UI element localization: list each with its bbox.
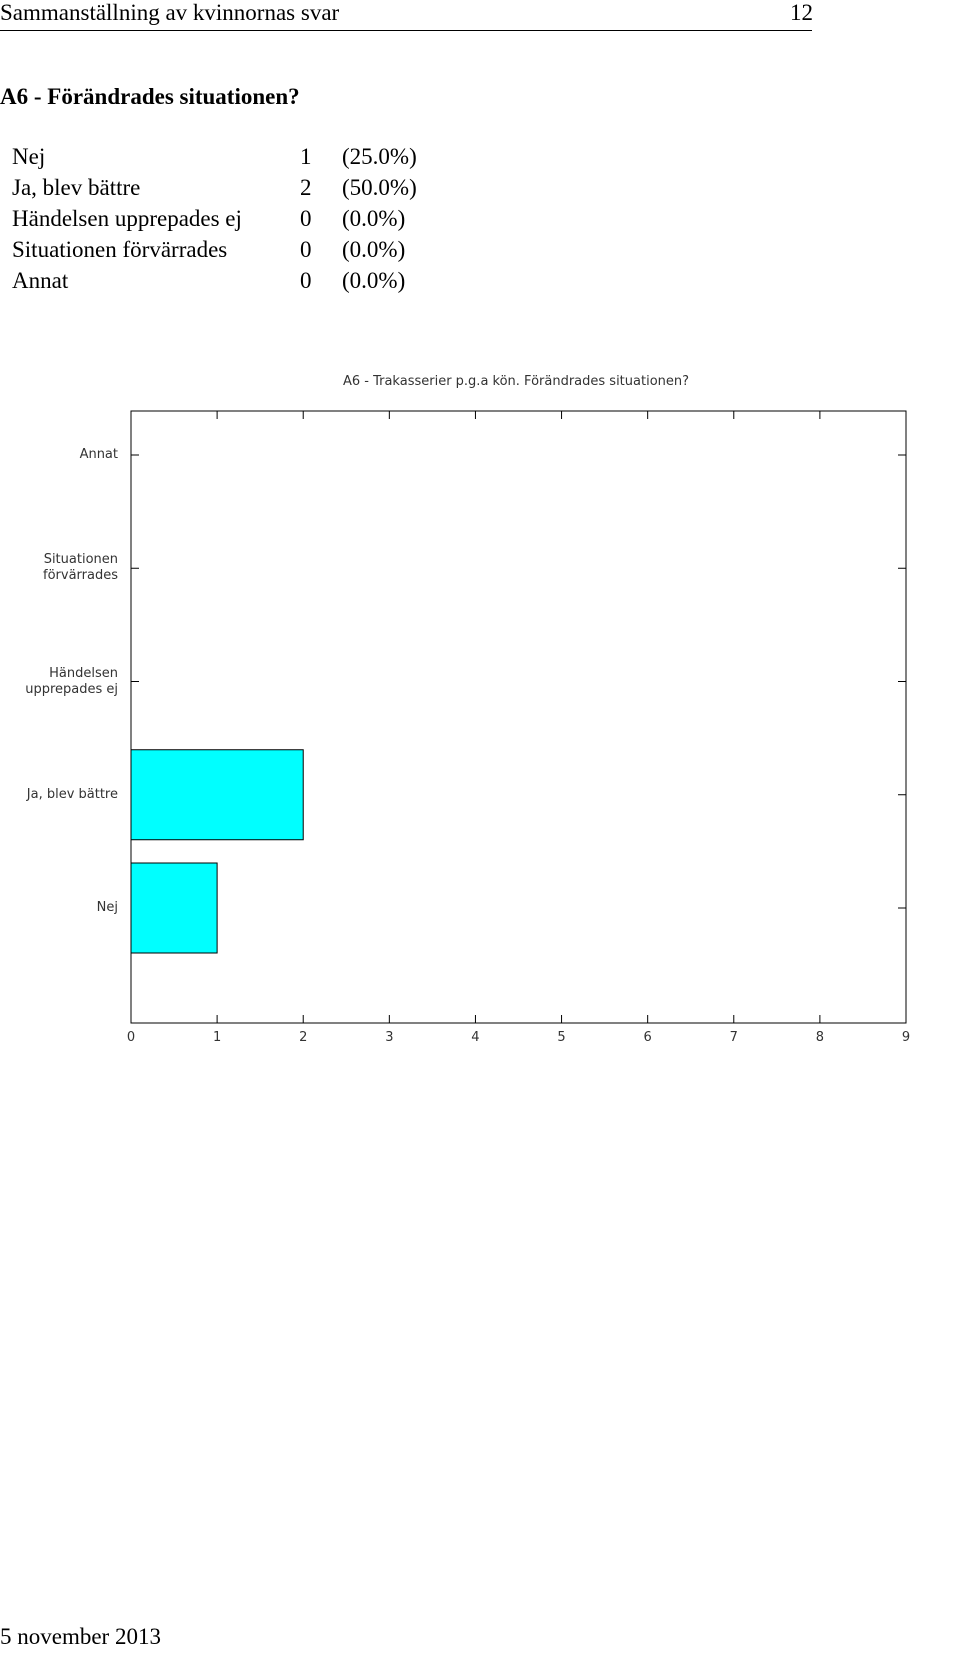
y-tick-label: Nej [96,900,118,915]
x-tick-label: 6 [644,1030,652,1045]
x-tick-label: 2 [299,1030,307,1045]
table-row: Händelsen upprepades ej 0 (0.0%) [12,206,417,237]
table-cell: 2 [300,175,312,200]
table-cell: Händelsen upprepades ej [12,206,242,231]
table-cell: 0 [300,268,312,293]
table-cell: Nej [12,144,46,169]
x-tick-label: 9 [902,1030,910,1045]
table-cell: Situationen förvärrades [12,237,228,262]
x-tick-label: 7 [730,1030,738,1045]
x-tick-label: 8 [816,1030,824,1045]
table-cell: 0 [300,237,312,262]
y-tick-label: Annat [79,447,118,462]
table-cell: 1 [300,144,312,169]
table-cell: Annat [12,268,69,293]
table-row: Ja, blev bättre 2 (50.0%) [12,175,417,206]
x-tick-label: 0 [127,1030,135,1045]
y-tick-label: Situationen förvärrades [43,552,118,584]
chart-title: A6 - Trakasserier p.g.a kön. Förändrades… [343,374,689,389]
summary-table: Nej 1 (25.0%) Ja, blev bättre 2 (50.0%) Händel… [12,144,417,299]
y-tick-label: Ja, blev bättre [26,786,118,802]
table-cell: 0 [300,206,312,231]
table-cell: (0.0%) [342,268,406,293]
section-title: A6 - Förändrades situationen? [0,84,300,109]
table-row: Nej 1 (25.0%) [12,144,417,175]
bar [130,749,304,841]
table-row: Situationen förvärrades 0 (0.0%) [12,237,417,268]
x-tick-label: 3 [385,1030,393,1045]
table-cell: (25.0%) [342,144,417,169]
page-number: 12 [790,0,813,25]
x-tick-label: 1 [213,1030,221,1045]
x-tick-label: 4 [471,1030,479,1045]
table-cell: (0.0%) [342,206,406,231]
y-tick-label: Händelsen upprepades ej [25,665,118,697]
header-title: Sammanställning av kvinnornas svar [0,0,340,25]
x-tick-label: 5 [557,1030,565,1045]
table-cell: Ja, blev bättre [12,175,141,200]
header-rule [0,30,812,31]
bar [130,862,218,954]
plot-frame [130,410,907,1024]
footer-date: 5 november 2013 [0,1624,161,1649]
table-row: Annat 0 (0.0%) [12,268,417,299]
table-cell: (50.0%) [342,175,417,200]
table-cell: (0.0%) [342,237,406,262]
